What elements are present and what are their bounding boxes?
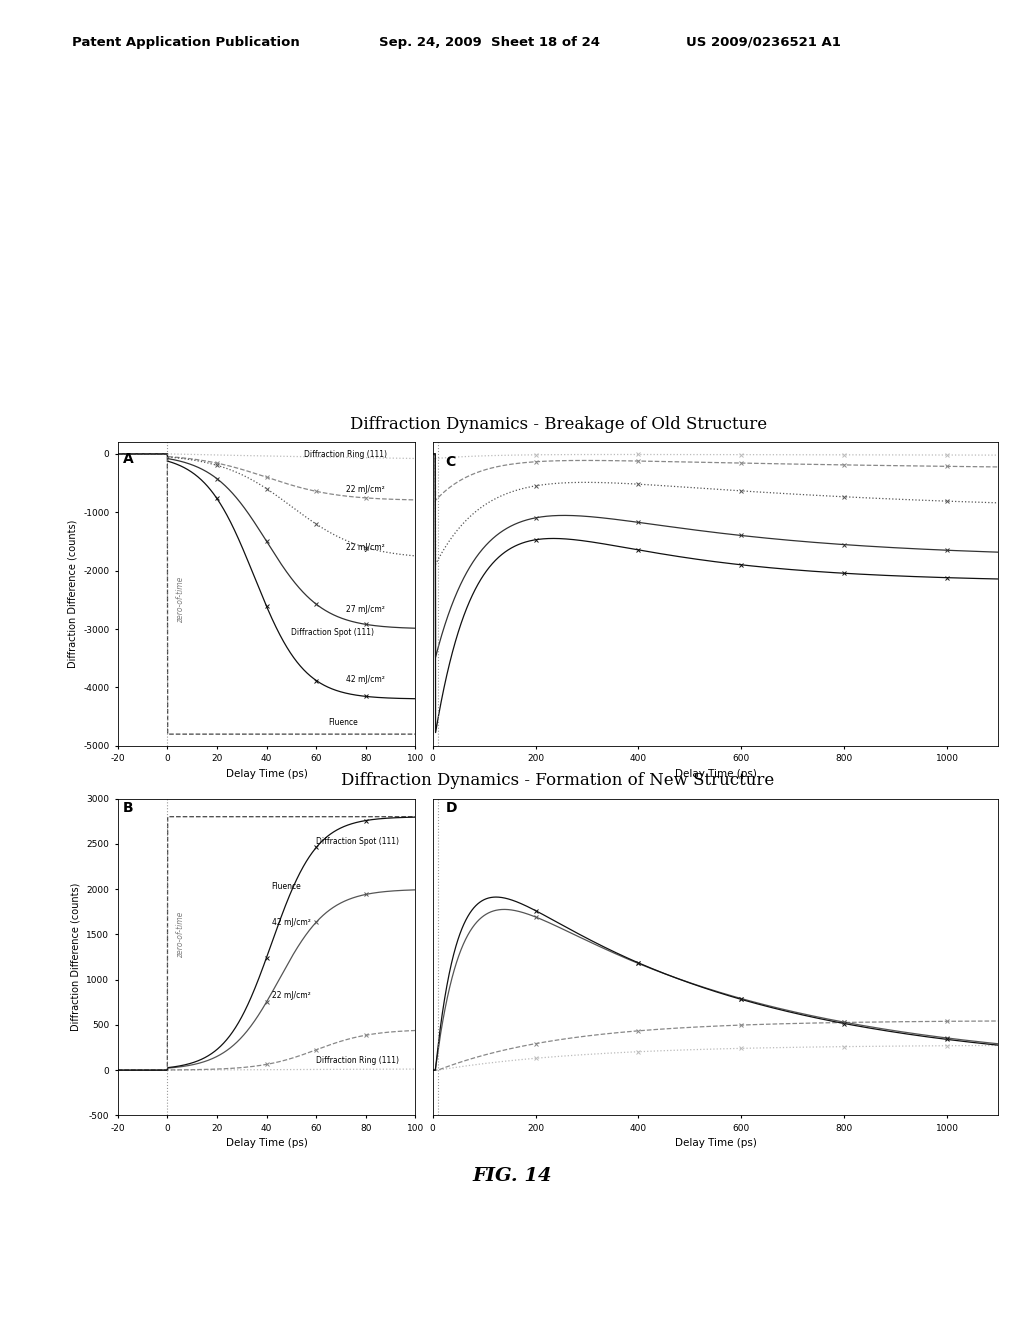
- Text: US 2009/0236521 A1: US 2009/0236521 A1: [686, 36, 841, 49]
- Text: Diffraction Ring (111): Diffraction Ring (111): [304, 450, 387, 459]
- Text: 22 mJ/cm²: 22 mJ/cm²: [346, 544, 385, 552]
- Y-axis label: Diffraction Difference (counts): Diffraction Difference (counts): [68, 520, 78, 668]
- Y-axis label: Diffraction Difference (counts): Diffraction Difference (counts): [71, 883, 81, 1031]
- Text: Fluence: Fluence: [271, 882, 301, 891]
- Text: D: D: [445, 801, 457, 816]
- X-axis label: Delay Time (ps): Delay Time (ps): [225, 1138, 307, 1148]
- Text: Diffraction Spot (111): Diffraction Spot (111): [292, 628, 375, 636]
- Text: 27 mJ/cm²: 27 mJ/cm²: [346, 605, 385, 614]
- Text: Fluence: Fluence: [329, 718, 358, 727]
- Text: Sep. 24, 2009  Sheet 18 of 24: Sep. 24, 2009 Sheet 18 of 24: [379, 36, 600, 49]
- Text: B: B: [123, 801, 133, 816]
- Text: 22 mJ/cm²: 22 mJ/cm²: [271, 991, 310, 999]
- Text: C: C: [445, 454, 456, 469]
- Text: Diffraction Dynamics - Formation of New Structure: Diffraction Dynamics - Formation of New …: [341, 772, 775, 789]
- Text: zero-of-time: zero-of-time: [176, 911, 185, 957]
- X-axis label: Delay Time (ps): Delay Time (ps): [225, 768, 307, 779]
- Text: FIG. 14: FIG. 14: [472, 1167, 552, 1185]
- Text: Diffraction Dynamics - Breakage of Old Structure: Diffraction Dynamics - Breakage of Old S…: [349, 416, 767, 433]
- Text: 42 mJ/cm²: 42 mJ/cm²: [346, 675, 385, 684]
- Text: Diffraction Ring (111): Diffraction Ring (111): [316, 1056, 399, 1065]
- X-axis label: Delay Time (ps): Delay Time (ps): [675, 768, 757, 779]
- Text: A: A: [123, 451, 133, 466]
- Text: Diffraction Spot (111): Diffraction Spot (111): [316, 837, 399, 846]
- Text: 22 mJ/cm²: 22 mJ/cm²: [346, 484, 385, 494]
- Text: Patent Application Publication: Patent Application Publication: [72, 36, 299, 49]
- Text: 42 mJ/cm²: 42 mJ/cm²: [271, 919, 310, 928]
- Text: zero-of-time: zero-of-time: [176, 577, 185, 623]
- X-axis label: Delay Time (ps): Delay Time (ps): [675, 1138, 757, 1148]
